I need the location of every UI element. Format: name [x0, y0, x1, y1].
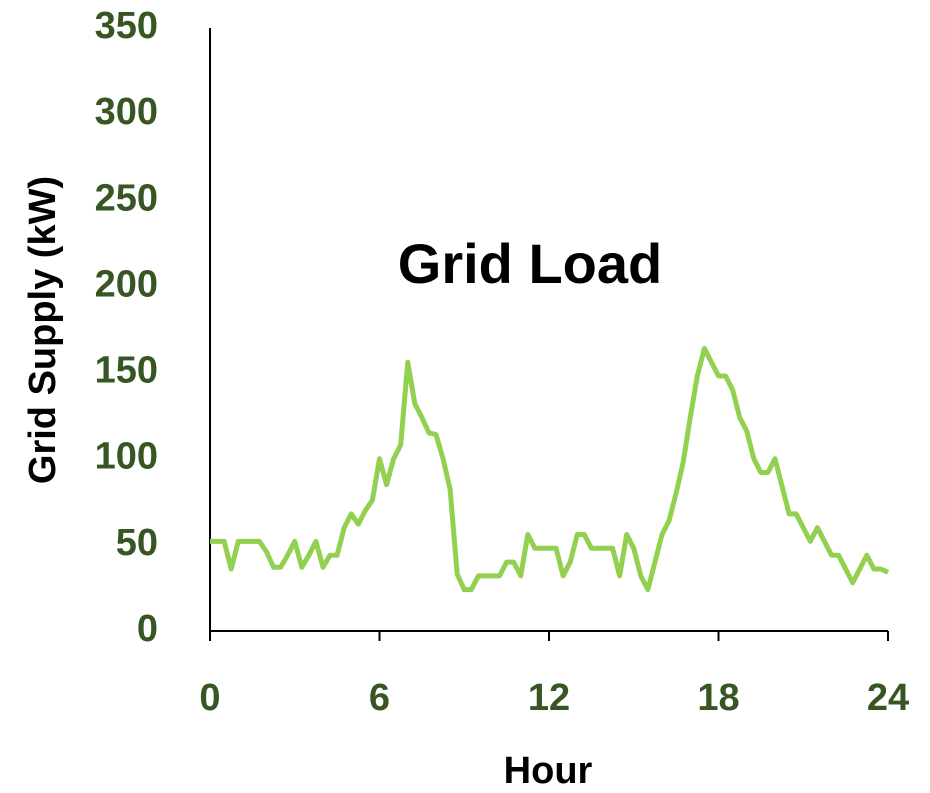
- y-tick-label: 100: [95, 436, 158, 478]
- x-tick-label: 0: [199, 677, 220, 719]
- data-line: [210, 345, 890, 593]
- y-tick-label: 200: [95, 263, 158, 305]
- y-tick-label: 300: [95, 91, 158, 133]
- x-tick-label: 24: [867, 677, 909, 719]
- y-tick-label: 150: [95, 350, 158, 392]
- y-tick-label: 0: [137, 608, 158, 650]
- x-tick-label: 12: [528, 677, 570, 719]
- y-tick-label: 350: [95, 5, 158, 47]
- x-tick-label: 6: [369, 677, 390, 719]
- x-tick-label: 18: [697, 677, 739, 719]
- annotation: Grid Load: [398, 232, 662, 295]
- y-tick-label: 50: [116, 522, 158, 564]
- x-axis-label: Hour: [504, 750, 593, 792]
- y-tick-label: 250: [95, 177, 158, 219]
- y-axis-label: Grid Supply (kW): [22, 176, 64, 484]
